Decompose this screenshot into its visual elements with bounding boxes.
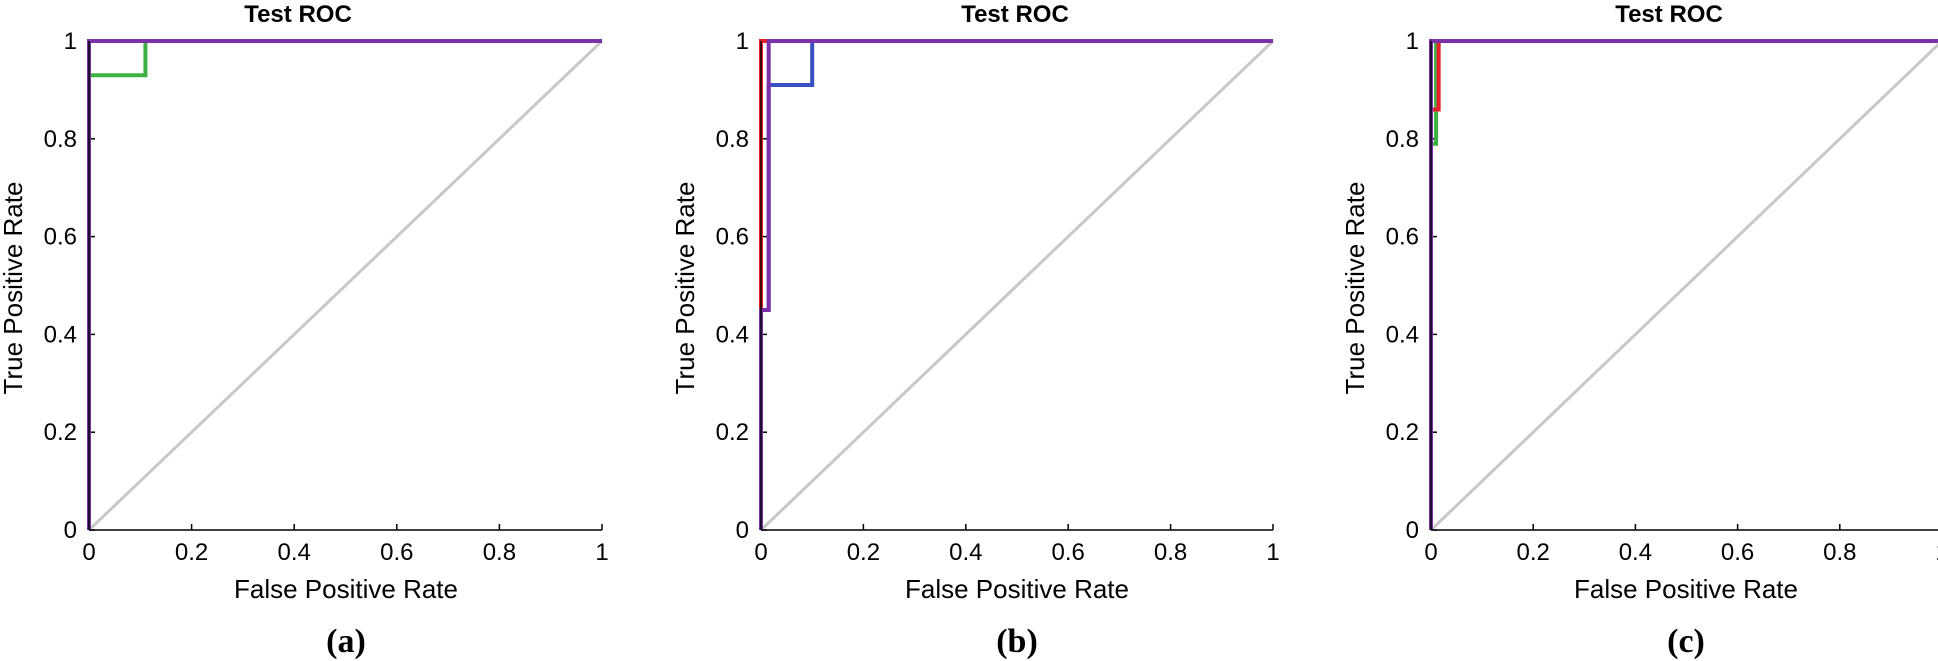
- panel-caption: (a): [326, 623, 366, 660]
- x-tick-label: 0.2: [175, 539, 208, 566]
- y-tick-label: 0.8: [1386, 126, 1419, 153]
- chart-title: Test ROC: [961, 1, 1069, 28]
- roc-panel-c: Test ROC 0 0.2 0.4 0.6 0.8 1 0 0.2 0.4 0.6 0.8 1 F…: [1340, 0, 1938, 661]
- x-tick-label: 0.8: [1823, 539, 1856, 566]
- x-tick-label: 0: [82, 539, 95, 566]
- x-tick-label: 0.4: [278, 539, 311, 566]
- series-line-chance: [87, 39, 604, 532]
- y-tick-label: 0.6: [44, 224, 77, 251]
- x-tick-label: 0.2: [847, 539, 880, 566]
- y-axis-label: True Positive Rate: [0, 182, 28, 395]
- y-tick-label: 0.8: [716, 126, 749, 153]
- y-tick-label: 0.6: [716, 224, 749, 251]
- x-axis-label: False Positive Rate: [234, 574, 458, 604]
- y-tick-label: 0.2: [1386, 419, 1419, 446]
- x-tick-label: 1: [595, 539, 608, 566]
- x-tick-label: 0.6: [380, 539, 413, 566]
- x-tick-label: 0.6: [1052, 539, 1085, 566]
- y-tick-label: 0.2: [44, 419, 77, 446]
- x-tick-label: 0.6: [1721, 539, 1754, 566]
- y-tick-label: 0: [736, 517, 749, 544]
- y-axis-label: True Positive Rate: [670, 182, 700, 395]
- y-tick-label: 1: [64, 28, 77, 55]
- x-tick-label: 1: [1935, 539, 1938, 566]
- series-line-chance: [1429, 42, 1938, 532]
- y-tick-label: 0.8: [44, 126, 77, 153]
- chart-title: Test ROC: [244, 1, 352, 28]
- y-axis-label: True Positive Rate: [1340, 182, 1370, 395]
- x-tick-label: 0.4: [1619, 539, 1652, 566]
- chart-title: Test ROC: [1615, 1, 1723, 28]
- y-tick-label: 0.4: [716, 321, 749, 348]
- y-tick-label: 1: [736, 28, 749, 55]
- y-tick-label: 0.4: [44, 321, 77, 348]
- x-tick-label: 0: [754, 539, 767, 566]
- panel-caption: (b): [996, 623, 1038, 660]
- roc-chart-a: Test ROC 0 0.2 0.4 0.6 0.8 1 0 0.2 0.4 0.6 0.8 1 F…: [0, 1, 609, 660]
- roc-chart-b: Test ROC 0 0.2 0.4 0.6 0.8 1 0 0.2 0.4 0.6 0.8 1 F…: [670, 1, 1280, 660]
- x-tick-label: 0.2: [1517, 539, 1550, 566]
- y-tick-label: 0: [1406, 517, 1419, 544]
- x-axis-label: False Positive Rate: [1574, 574, 1798, 604]
- y-tick-label: 0.4: [1386, 321, 1419, 348]
- roc-panel-a: Test ROC 0 0.2 0.4 0.6 0.8 1 0 0.2 0.4 0.6 0.8 1 F…: [0, 0, 646, 661]
- y-tick-label: 0: [64, 517, 77, 544]
- x-tick-label: 0: [1424, 539, 1437, 566]
- x-tick-label: 0.8: [483, 539, 516, 566]
- roc-panel-b: Test ROC 0 0.2 0.4 0.6 0.8 1 0 0.2 0.4 0.6 0.8 1 F…: [670, 0, 1316, 661]
- x-tick-label: 0.4: [949, 539, 982, 566]
- y-tick-label: 0.2: [716, 419, 749, 446]
- x-tick-label: 1: [1266, 539, 1279, 566]
- roc-chart-c: Test ROC 0 0.2 0.4 0.6 0.8 1 0 0.2 0.4 0.6 0.8 1 F…: [1340, 1, 1938, 660]
- x-axis-label: False Positive Rate: [905, 574, 1129, 604]
- x-tick-label: 0.8: [1154, 539, 1187, 566]
- panel-caption: (c): [1667, 623, 1705, 660]
- series-line-chance: [759, 39, 1275, 532]
- y-tick-label: 1: [1406, 28, 1419, 55]
- y-tick-label: 0.6: [1386, 224, 1419, 251]
